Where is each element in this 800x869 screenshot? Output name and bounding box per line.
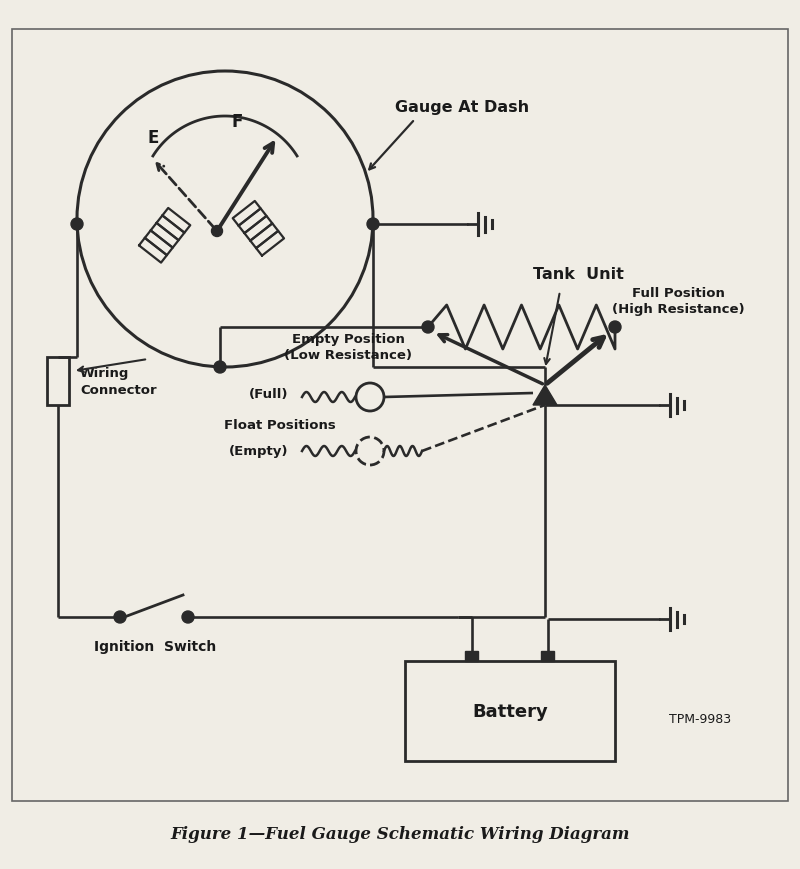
Polygon shape xyxy=(533,386,557,406)
Bar xyxy=(466,651,478,661)
Bar xyxy=(405,661,615,761)
Bar xyxy=(542,651,554,661)
Text: E: E xyxy=(147,129,158,147)
Circle shape xyxy=(367,219,379,231)
Text: TPM-9983: TPM-9983 xyxy=(669,713,731,726)
Text: Full Position
(High Resistance): Full Position (High Resistance) xyxy=(612,287,744,316)
Text: (Empty): (Empty) xyxy=(229,445,288,458)
Circle shape xyxy=(71,219,83,231)
Text: F: F xyxy=(231,113,242,131)
Text: Float Positions: Float Positions xyxy=(224,419,336,432)
Text: Battery: Battery xyxy=(472,702,548,720)
Bar xyxy=(12,30,788,801)
Circle shape xyxy=(182,611,194,623)
Text: Ignition  Switch: Ignition Switch xyxy=(94,640,216,653)
Bar xyxy=(47,357,69,406)
Circle shape xyxy=(211,226,222,237)
Text: (Full): (Full) xyxy=(249,388,288,401)
Text: Empty Position
(Low Resistance): Empty Position (Low Resistance) xyxy=(284,333,412,362)
Text: Gauge At Dash: Gauge At Dash xyxy=(395,101,529,116)
Text: Wiring
Connector: Wiring Connector xyxy=(80,367,157,396)
Text: Tank  Unit: Tank Unit xyxy=(533,267,623,282)
Circle shape xyxy=(114,611,126,623)
Text: Figure 1—Fuel Gauge Schematic Wiring Diagram: Figure 1—Fuel Gauge Schematic Wiring Dia… xyxy=(170,826,630,843)
Circle shape xyxy=(422,322,434,334)
Circle shape xyxy=(609,322,621,334)
Circle shape xyxy=(214,362,226,374)
